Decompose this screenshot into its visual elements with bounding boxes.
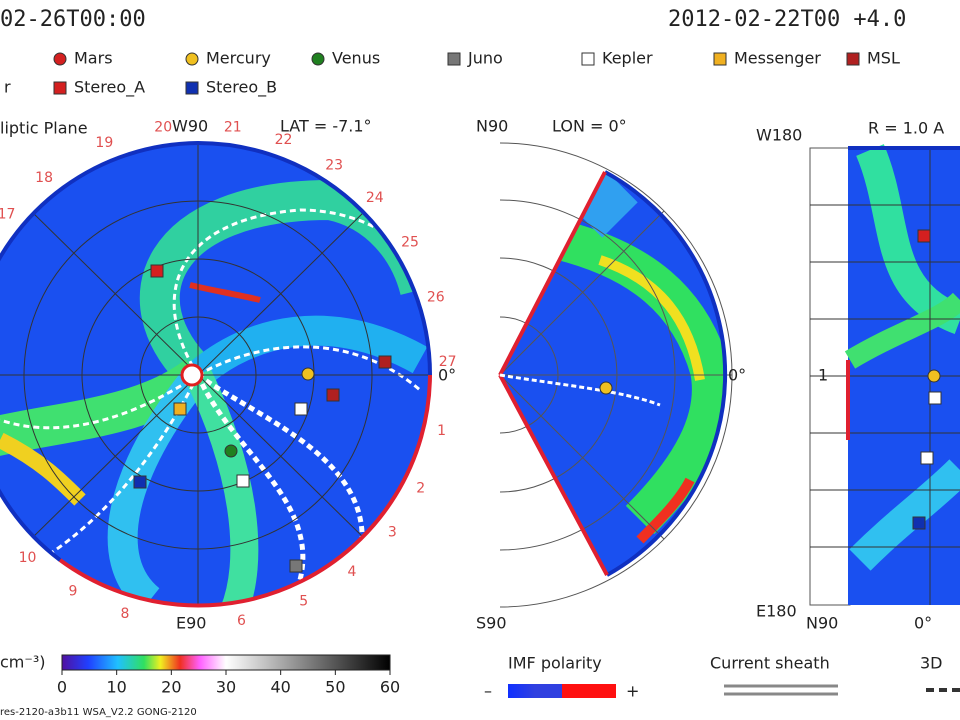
imf-negative	[508, 684, 562, 698]
colorbar-tick-label: 30	[216, 678, 236, 697]
axis-label: N90	[806, 614, 838, 633]
axis-label: 0°	[438, 366, 456, 385]
colorbar-tick-label: 0	[57, 678, 67, 697]
axis-label: 1	[818, 366, 828, 385]
day-label: 1	[437, 423, 446, 439]
day-label: 17	[0, 206, 15, 222]
day-label: 10	[19, 550, 37, 566]
legend-label: Venus	[332, 49, 380, 68]
colorbar-tick-label: 60	[380, 678, 400, 697]
colorbar-tick-label: 50	[325, 678, 345, 697]
lat-label: LAT = -7.1°	[280, 117, 372, 136]
day-label: 19	[95, 135, 113, 151]
lon-label: LON = 0°	[552, 117, 627, 136]
legend-label: Stereo_B	[206, 78, 277, 98]
legend-marker	[581, 52, 595, 66]
legend-marker	[53, 81, 67, 95]
legend-marker	[846, 52, 860, 66]
colorbar-tick-label: 10	[106, 678, 126, 697]
day-label: 2	[416, 480, 425, 496]
footer: res-2120-a3b11 WSA_V2.2 GONG-2120	[0, 707, 197, 718]
day-label: 20	[154, 119, 172, 135]
axis-label: N90	[476, 117, 508, 136]
right-time: 2012-02-22T00 +4.0	[668, 7, 906, 32]
day-label: 4	[347, 564, 356, 580]
imf-positive	[562, 684, 616, 698]
axis-label: S90	[476, 614, 507, 633]
legend: Mars Mercury Venus Juno Kepler Messenger MSL r S…	[4, 49, 900, 98]
axis-label: E180	[756, 602, 797, 621]
day-label: 24	[366, 190, 384, 206]
day-label: 9	[69, 584, 78, 600]
meridional-panel: N90 LON = 0° S90 0°	[476, 117, 746, 633]
view-3d: 3D	[920, 654, 943, 673]
axis-label: 0°	[728, 366, 746, 385]
day-label: 25	[401, 235, 419, 251]
colorbar-unit: cm⁻³)	[0, 653, 45, 672]
legend-label: Mercury	[206, 49, 271, 68]
legend-marker	[185, 52, 199, 66]
imf-minus: –	[484, 682, 492, 701]
panel-title: liptic Plane	[0, 119, 88, 138]
day-label: 8	[120, 606, 129, 622]
ecliptic-panel: liptic Plane W90 LAT = -7.1° E90 0° 2726…	[0, 117, 457, 633]
day-label: 27	[439, 354, 457, 370]
imf-plus: +	[626, 682, 639, 701]
legend-label: Messenger	[734, 49, 821, 68]
legend-label: Stereo_A	[74, 78, 145, 98]
legend-label: Mars	[74, 49, 113, 68]
left-time: 02-26T00:00	[0, 7, 146, 32]
legend-label: Juno	[467, 49, 503, 68]
day-label: 23	[325, 157, 343, 173]
legend-marker	[311, 52, 325, 66]
radial-panel: W180 R = 1.0 A E180 1 N90 0°	[756, 119, 960, 633]
r-label: R = 1.0 A	[868, 119, 944, 138]
current-sheath: Current sheath	[710, 654, 830, 673]
imf-title: IMF polarity	[508, 654, 602, 673]
day-label: 26	[427, 290, 445, 306]
axis-label: W180	[756, 126, 802, 145]
axis-label: W90	[172, 117, 208, 136]
day-label: 5	[299, 594, 308, 610]
day-label: 22	[275, 132, 293, 148]
axis-label: E90	[176, 614, 206, 633]
colorbar-ticks: 0 10 20 30 40 50 60	[57, 670, 400, 697]
legend-marker	[713, 52, 727, 66]
colorbar-tick-label: 20	[161, 678, 181, 697]
day-label: 6	[237, 613, 246, 629]
day-label: 21	[224, 119, 242, 135]
day-label: 18	[35, 170, 53, 186]
day-label: 3	[388, 524, 397, 540]
axis-label: 0°	[914, 614, 932, 633]
legend-label: MSL	[867, 49, 900, 68]
legend-label: Kepler	[602, 49, 653, 68]
legend-marker	[185, 81, 199, 95]
legend-marker	[53, 52, 67, 66]
legend-label: r	[4, 78, 11, 97]
colorbar-tick-label: 40	[270, 678, 290, 697]
legend-marker	[447, 52, 461, 66]
colorbar	[61, 654, 391, 671]
